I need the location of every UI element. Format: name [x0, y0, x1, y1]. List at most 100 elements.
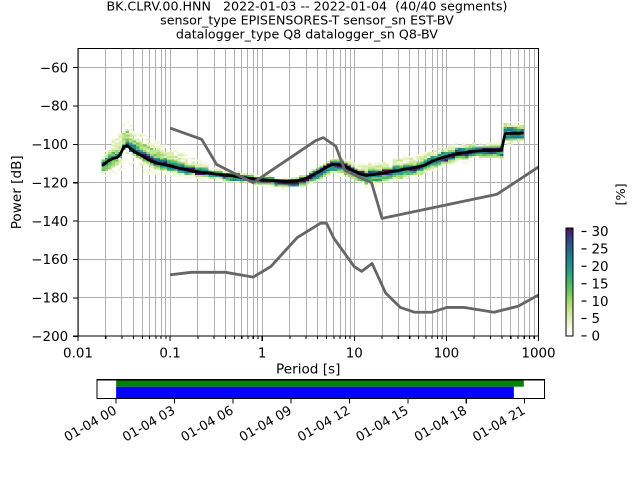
- ppsd-cell: [160, 155, 164, 158]
- ppsd-cell: [191, 161, 195, 164]
- ppsd-cell: [222, 171, 227, 174]
- ppsd-cell: [264, 175, 268, 177]
- ppsd-cell: [482, 144, 486, 147]
- ppsd-cell: [520, 127, 525, 129]
- ppsd-cell: [198, 169, 202, 172]
- ppsd-cell: [399, 167, 403, 170]
- ppsd-cell: [250, 175, 254, 177]
- ppsd-cell: [413, 155, 417, 158]
- ppsd-cell: [257, 184, 261, 187]
- ppsd-cell: [312, 169, 317, 172]
- ppsd-cell: [278, 184, 282, 187]
- ppsd-cell: [226, 171, 230, 174]
- ppsd-cell: [309, 171, 313, 174]
- ppsd-cell: [492, 142, 497, 145]
- ppsd-cell: [423, 159, 428, 162]
- ppsd-cell: [160, 157, 164, 160]
- ppsd-cell: [416, 169, 421, 172]
- ppsd-cell: [454, 142, 459, 145]
- ppsd-cell: [479, 153, 483, 156]
- ppsd-cell: [156, 167, 161, 170]
- ppsd-cell: [177, 173, 181, 176]
- ppsd-cell: [156, 157, 161, 160]
- ppsd-cell: [413, 169, 417, 172]
- ppsd-cell: [312, 176, 317, 179]
- ppsd-cell: [423, 169, 428, 172]
- ppsd-cell: [416, 173, 421, 176]
- ppsd-cell: [506, 127, 511, 129]
- ppsd-cell: [215, 178, 220, 181]
- ppsd-cell: [427, 165, 431, 168]
- ppsd-cell: [156, 146, 161, 149]
- ppsd-cell: [492, 155, 497, 158]
- ppsd-cell: [458, 153, 462, 156]
- ppsd-cell: [402, 159, 407, 162]
- coverage-data-bar: [116, 386, 514, 398]
- ppsd-cell: [440, 153, 445, 156]
- ppsd-cell: [170, 163, 175, 166]
- ppsd-cell: [333, 165, 337, 168]
- ppsd-cell: [167, 161, 171, 164]
- ppsd-cell: [485, 153, 490, 156]
- ppsd-cell: [354, 169, 358, 172]
- ppsd-cell: [506, 128, 511, 131]
- ppsd-cell: [409, 173, 414, 176]
- ppsd-cell: [201, 175, 206, 177]
- ppsd-cell: [468, 153, 473, 156]
- ppsd-cell: [468, 144, 473, 147]
- ppsd-cell: [125, 142, 130, 145]
- plot-subtitle-datalogger: datalogger_type Q8 datalogger_sn Q8-BV: [176, 27, 438, 42]
- ppsd-cell: [447, 148, 452, 151]
- ppsd-cell: [496, 152, 500, 154]
- ppsd-cell: [333, 157, 337, 160]
- ppsd-cell: [215, 171, 220, 174]
- ppsd-cell: [371, 163, 376, 166]
- ppsd-cell: [139, 161, 143, 164]
- ppsd-cell: [319, 171, 324, 174]
- ppsd-cell: [298, 176, 303, 179]
- ppsd-cell: [382, 163, 386, 166]
- ppsd-cell: [392, 163, 396, 166]
- ppsd-cell: [153, 173, 157, 176]
- ppsd-cell: [101, 155, 105, 158]
- ppsd-cell: [302, 175, 306, 177]
- ppsd-cell: [489, 144, 493, 147]
- ppsd-cell: [479, 142, 483, 145]
- ppsd-cell: [513, 128, 518, 131]
- ppsd-cell: [440, 146, 445, 149]
- ppsd-cell: [444, 150, 448, 153]
- ppsd-cell: [177, 155, 181, 158]
- ppsd-cell: [479, 152, 483, 154]
- ppsd-cell: [326, 163, 331, 166]
- ppsd-cell: [382, 175, 386, 177]
- ppsd-cell: [451, 146, 455, 149]
- ppsd-cell: [350, 175, 355, 177]
- ppsd-cell: [142, 152, 147, 154]
- ppsd-cell: [413, 176, 417, 179]
- ppsd-cell: [499, 155, 504, 158]
- ppsd-cell: [184, 171, 188, 174]
- ppsd-cell: [129, 125, 133, 128]
- ppsd-cell: [198, 163, 202, 166]
- ppsd-cell: [336, 171, 341, 174]
- ppsd-cell: [482, 146, 486, 149]
- ppsd-cell: [156, 142, 161, 145]
- ppsd-cell: [326, 175, 331, 177]
- ppsd-cell: [399, 165, 403, 168]
- ppsd-cell: [139, 132, 143, 135]
- y-tick-label: −140: [31, 215, 68, 230]
- ppsd-cell: [135, 146, 140, 149]
- ppsd-cell: [382, 161, 386, 164]
- ppsd-cell: [115, 173, 119, 176]
- ppsd-cell: [153, 142, 157, 145]
- ppsd-cell: [354, 176, 358, 179]
- ppsd-cell: [388, 176, 393, 179]
- ppsd-cell: [510, 127, 514, 129]
- ppsd-cell: [489, 155, 493, 158]
- ppsd-cell: [302, 182, 306, 185]
- ppsd-cell: [378, 180, 383, 183]
- ppsd-cell: [208, 175, 213, 177]
- ppsd-cell: [180, 161, 185, 164]
- ppsd-cell: [222, 176, 227, 179]
- y-tick-label: −200: [31, 330, 68, 345]
